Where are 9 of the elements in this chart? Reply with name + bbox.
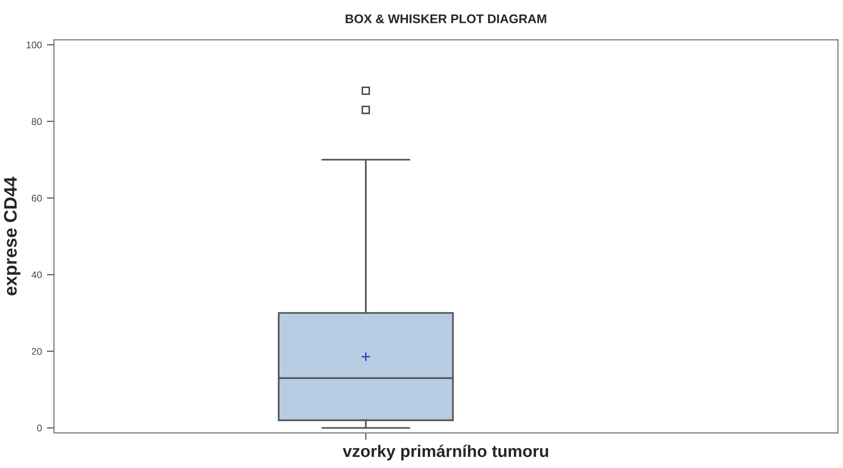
y-tick-label: 0 (37, 424, 42, 432)
y-tick-label: 80 (32, 118, 42, 126)
y-tick-label: 40 (32, 271, 42, 278)
y-tick-label: 60 (32, 194, 42, 202)
y-axis-title: exprese CD44 (4, 176, 20, 296)
x-axis-title: vzorky primárního tumoru (342, 444, 548, 460)
chart-title: BOX & WHISKER PLOT DIAGRAM (346, 14, 546, 24)
y-tick-label: 20 (32, 348, 42, 355)
y-tick-label: 100 (26, 41, 42, 48)
